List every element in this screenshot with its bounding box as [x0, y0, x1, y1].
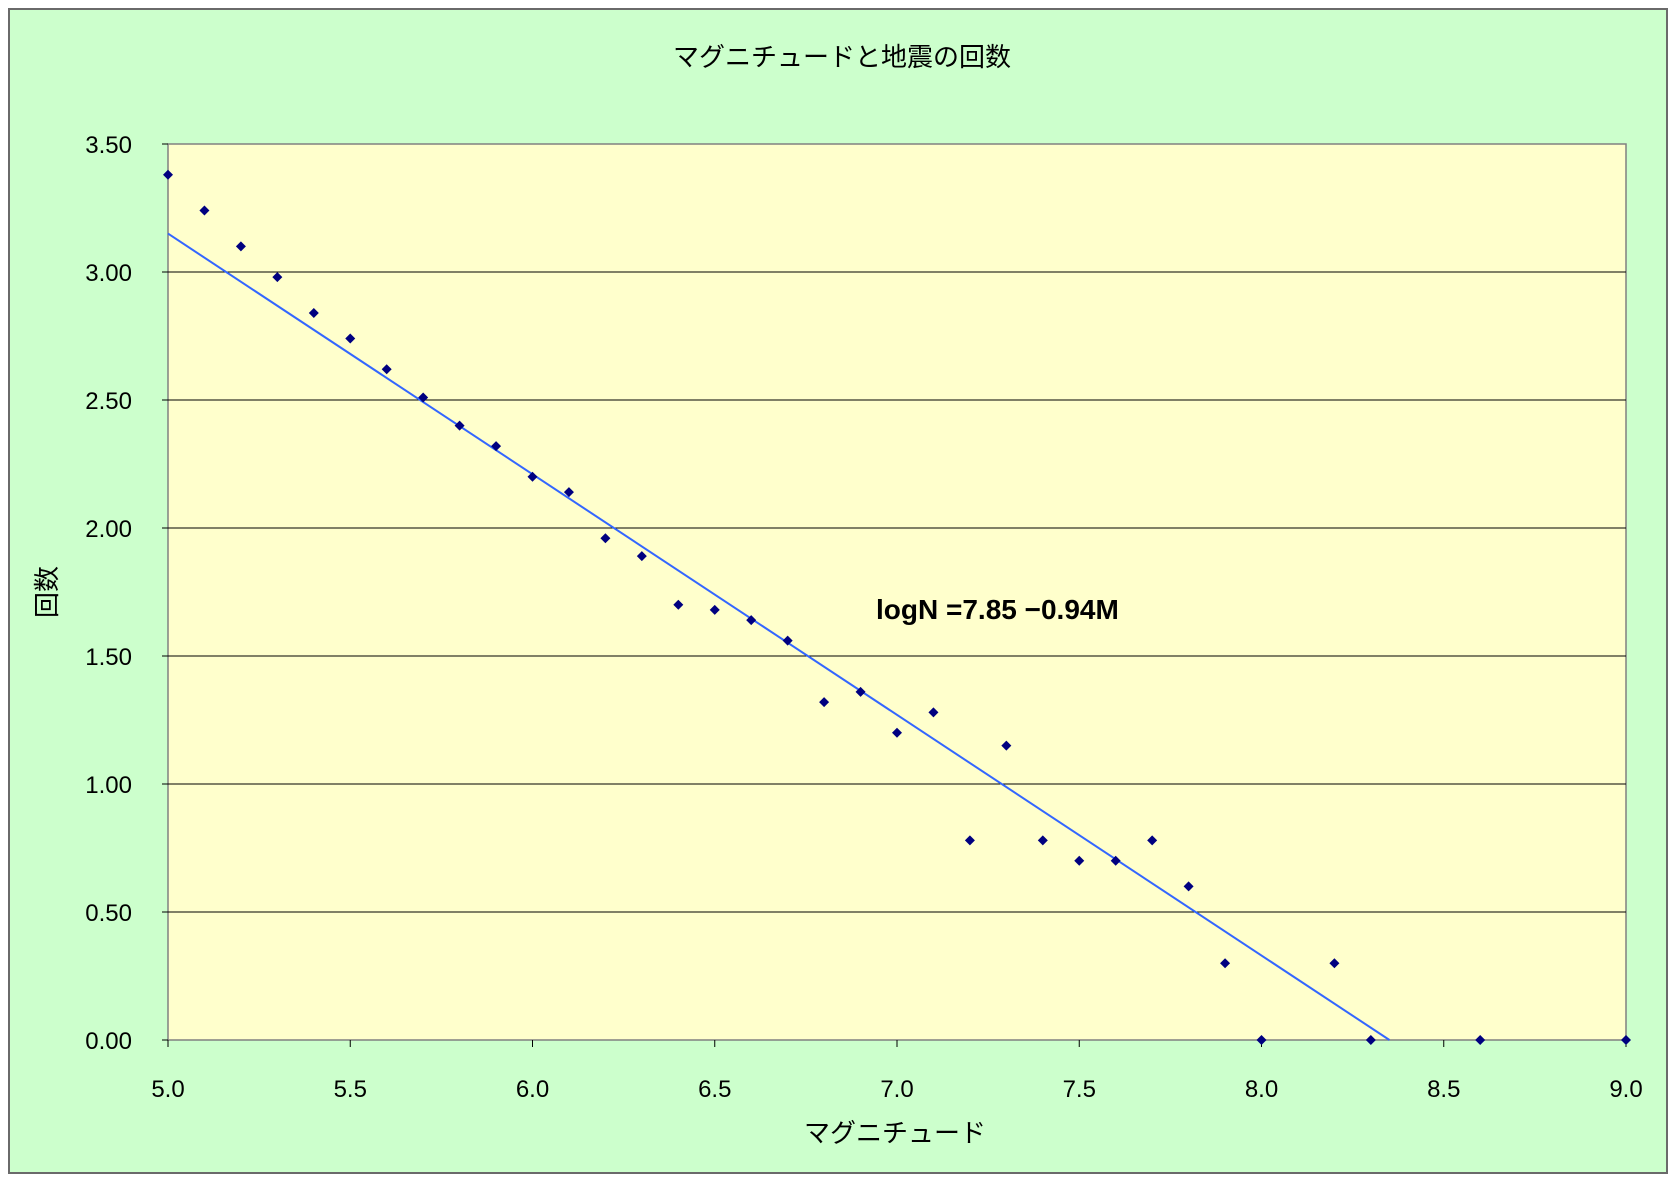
x-tick-label: 6.0: [516, 1076, 549, 1103]
data-point: [491, 441, 502, 452]
data-point: [1074, 855, 1085, 866]
data-point: [272, 272, 283, 283]
data-point: [1365, 1035, 1376, 1045]
data-point: [235, 241, 246, 252]
data-point: [1183, 881, 1194, 892]
data-point: [199, 205, 210, 216]
plot-area: [167, 143, 1627, 1041]
data-point: [1110, 855, 1121, 866]
data-point: [1220, 958, 1231, 969]
data-points: [163, 169, 1631, 1045]
data-point: [709, 604, 720, 615]
y-tick-label: 2.00: [85, 516, 132, 543]
data-point: [1475, 1035, 1486, 1045]
data-point: [345, 333, 356, 344]
data-point: [381, 364, 392, 375]
x-axis-ticks: 5.0 5.5 6.0 6.5 7.0 7.5 8.0 8.5 9.0: [151, 1040, 1643, 1103]
data-point: [1256, 1035, 1267, 1045]
x-tick-label: 9.0: [1609, 1076, 1642, 1103]
y-axis-ticks: 0.00 0.50 1.00 1.50 2.00 2.50 3.00 3.50: [85, 132, 168, 1055]
x-axis-label: マグニチュード: [804, 1119, 986, 1149]
data-point: [782, 635, 793, 646]
data-point: [636, 551, 647, 562]
data-point: [1001, 740, 1012, 751]
x-tick-label: 8.5: [1427, 1076, 1460, 1103]
y-tick-label: 1.00: [85, 772, 132, 799]
data-point: [673, 599, 684, 610]
data-point: [964, 835, 975, 846]
y-tick-label: 0.50: [85, 900, 132, 927]
data-point: [1329, 958, 1340, 969]
data-point: [1147, 835, 1158, 846]
y-tick-label: 2.50: [85, 388, 132, 415]
data-point: [527, 471, 538, 482]
x-tick-label: 7.0: [880, 1076, 913, 1103]
data-point: [1037, 835, 1048, 846]
chart-title: マグニチュードと地震の回数: [673, 43, 1011, 73]
x-tick-label: 6.5: [698, 1076, 731, 1103]
data-point: [819, 697, 830, 708]
data-point: [454, 420, 465, 431]
y-tick-label: 0.00: [85, 1028, 132, 1055]
trendline-equation: logN =7.85 −0.94M: [876, 594, 1119, 625]
y-axis-label: 回数: [33, 566, 63, 618]
data-point: [600, 533, 611, 544]
data-point: [928, 707, 939, 718]
y-tick-label: 1.50: [85, 644, 132, 671]
data-point: [892, 727, 902, 738]
data-point: [855, 686, 866, 697]
grid-lines: [168, 271, 1626, 913]
data-point: [163, 169, 173, 180]
data-point: [418, 392, 429, 403]
data-point: [563, 487, 574, 498]
x-tick-label: 5.0: [151, 1076, 184, 1103]
x-tick-label: 5.5: [334, 1076, 367, 1103]
data-point: [1621, 1035, 1631, 1045]
x-tick-label: 7.5: [1063, 1076, 1096, 1103]
y-tick-label: 3.50: [85, 132, 132, 159]
y-tick-label: 3.00: [85, 260, 132, 287]
trendline: [167, 232, 1391, 1041]
data-point: [308, 307, 319, 318]
x-tick-label: 8.0: [1245, 1076, 1278, 1103]
data-point: [746, 615, 757, 626]
